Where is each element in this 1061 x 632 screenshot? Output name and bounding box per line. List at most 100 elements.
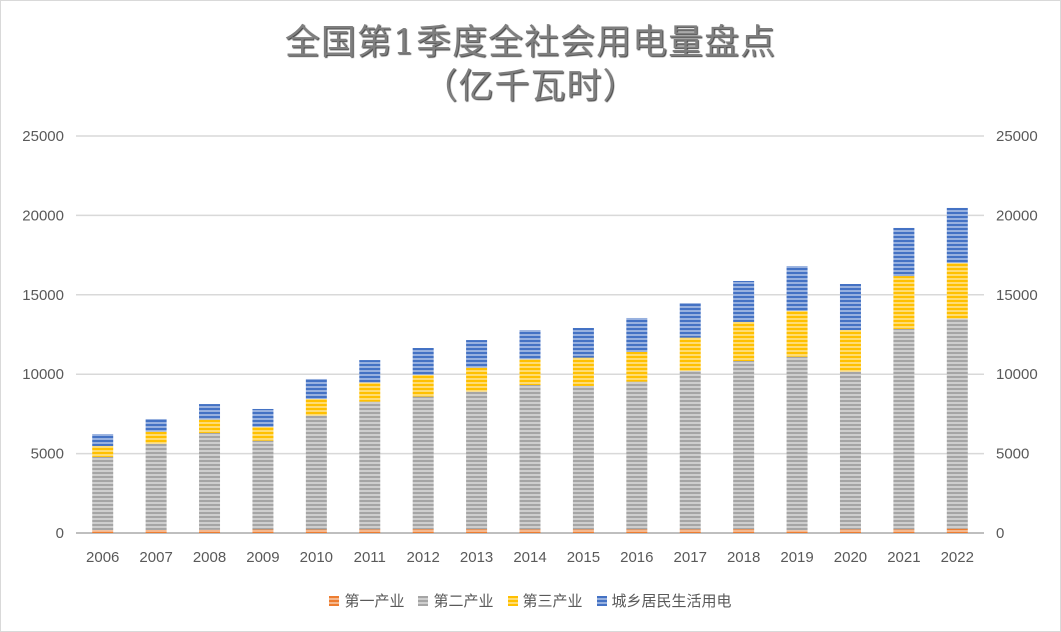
bar-segment xyxy=(466,367,488,392)
legend-item: 第二产业 xyxy=(418,590,494,611)
bar-segment xyxy=(572,327,594,358)
chart-legend: 第一产业 第二产业 第三产业 城乡居民生活用电 xyxy=(0,590,1061,611)
bar-segment xyxy=(733,361,755,530)
bar-segment xyxy=(733,529,755,533)
bar-segment xyxy=(626,381,648,530)
bar-segment xyxy=(786,266,808,311)
y-tick-label: 0 xyxy=(56,525,64,542)
bar-segment xyxy=(786,310,808,357)
x-tick-label: 2006 xyxy=(86,549,119,566)
bar-segment xyxy=(733,280,755,322)
bar-segment xyxy=(199,404,221,420)
y-tick-label: 5000 xyxy=(31,446,64,463)
x-tick-label: 2017 xyxy=(674,549,707,566)
bar-segment xyxy=(466,529,488,533)
bar-segment xyxy=(626,317,648,352)
chart-title: 全国第1季度全社会用电量盘点 xyxy=(284,23,777,63)
bar-segment xyxy=(839,330,861,372)
bar-segment xyxy=(839,284,861,331)
bar-segment xyxy=(626,529,648,533)
bar-segment xyxy=(199,419,221,433)
bar-segment xyxy=(839,529,861,533)
bar-segment xyxy=(412,529,434,533)
legend-item: 第一产业 xyxy=(329,590,404,611)
bar-segment xyxy=(572,357,594,386)
bar-segment xyxy=(572,385,594,530)
x-tick-label: 2009 xyxy=(246,549,279,566)
bar-segment xyxy=(786,356,808,531)
bar-segment xyxy=(572,529,594,533)
x-tick-label: 2016 xyxy=(620,549,653,566)
x-tick-label: 2014 xyxy=(513,549,546,566)
bar-segment xyxy=(519,359,541,385)
bar-segment xyxy=(466,340,488,368)
legend-item: 第三产业 xyxy=(507,590,583,611)
y2-tick-label: 5000 xyxy=(996,446,1029,463)
legend-swatch xyxy=(596,595,607,606)
bar-segment xyxy=(466,391,488,530)
y-tick-label: 25000 xyxy=(22,128,64,145)
x-tick-label: 2008 xyxy=(193,549,226,566)
x-tick-label: 2020 xyxy=(834,549,867,566)
bar-segment xyxy=(519,384,541,530)
bar-segment xyxy=(893,529,915,533)
x-tick-label: 2022 xyxy=(941,549,974,566)
bar-segment xyxy=(199,529,221,533)
bar-segment xyxy=(252,408,274,427)
bar-segment xyxy=(839,371,861,530)
bar-segment xyxy=(679,337,701,372)
bar-segment xyxy=(92,456,114,531)
bar-segment xyxy=(92,434,114,446)
bar-segment xyxy=(946,263,968,319)
bar-segment xyxy=(305,398,327,416)
legend-swatch xyxy=(329,595,340,606)
bar-segment xyxy=(946,528,968,533)
y2-tick-label: 25000 xyxy=(996,128,1038,145)
bar-segment xyxy=(145,443,167,530)
bar-segment xyxy=(359,382,381,402)
legend-label: 第二产业 xyxy=(433,592,494,610)
bar-segment xyxy=(359,360,381,383)
bar-segment xyxy=(305,415,327,530)
bar-segment xyxy=(893,276,915,329)
y-tick-label: 15000 xyxy=(22,287,64,304)
bar-segment xyxy=(92,445,114,457)
legend-label: 第一产业 xyxy=(344,592,405,610)
bar-segment xyxy=(412,374,434,397)
bar-segment xyxy=(252,426,274,441)
legend-label: 第三产业 xyxy=(522,592,583,610)
bar-segment xyxy=(199,432,221,530)
x-tick-label: 2018 xyxy=(727,549,760,566)
y2-tick-label: 20000 xyxy=(996,207,1038,224)
y2-tick-label: 0 xyxy=(996,525,1004,542)
bar-segment xyxy=(946,318,968,529)
bar-segment xyxy=(252,440,274,530)
bar-segment xyxy=(786,530,808,533)
bar-segment xyxy=(519,529,541,533)
bar-segment xyxy=(679,529,701,533)
bar-segment xyxy=(305,529,327,533)
bar-segment xyxy=(733,321,755,362)
bar-segment xyxy=(92,530,114,533)
x-tick-label: 2007 xyxy=(139,549,172,566)
legend-swatch xyxy=(507,595,518,606)
bar-segment xyxy=(519,330,541,360)
y-tick-label: 20000 xyxy=(22,207,64,224)
bar-segment xyxy=(145,418,167,432)
chart-subtitle: （亿千瓦时） xyxy=(422,67,639,107)
bar-segment xyxy=(412,396,434,530)
bar-segment xyxy=(893,328,915,530)
bar-segment xyxy=(412,347,434,375)
bar-segment xyxy=(359,401,381,530)
x-tick-label: 2015 xyxy=(567,549,600,566)
bar-segment xyxy=(679,371,701,530)
bar-segment xyxy=(252,529,274,533)
legend-item: 城乡居民生活用电 xyxy=(596,590,732,611)
bar-segment xyxy=(305,378,327,399)
x-tick-label: 2010 xyxy=(300,549,333,566)
y2-tick-label: 10000 xyxy=(996,366,1038,383)
x-tick-label: 2019 xyxy=(780,549,813,566)
y-tick-label: 10000 xyxy=(22,366,64,383)
bar-segment xyxy=(946,207,968,264)
